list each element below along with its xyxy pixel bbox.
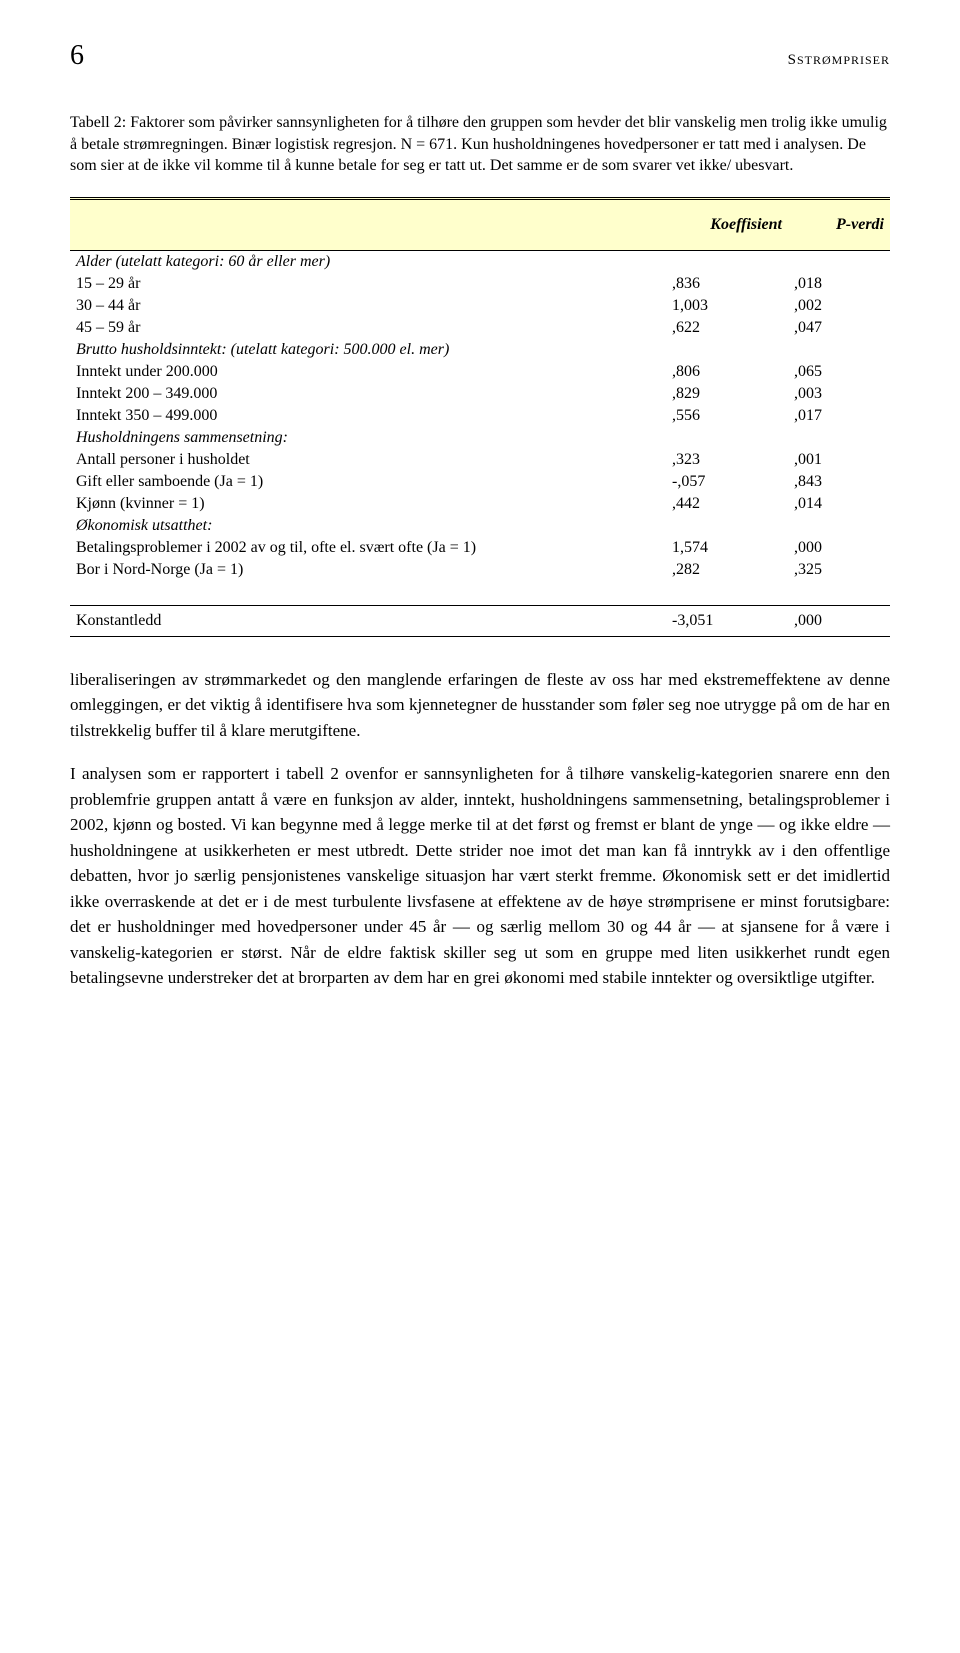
row-label: Antall personer i husholdet xyxy=(70,449,666,471)
table-row: Økonomisk utsatthet: xyxy=(70,515,890,537)
table-row: Inntekt under 200.000,806,065 xyxy=(70,361,890,383)
row-label: Inntekt under 200.000 xyxy=(70,361,666,383)
table-row: Inntekt 350 – 499.000,556,017 xyxy=(70,405,890,427)
table-row: Betalingsproblemer i 2002 av og til, oft… xyxy=(70,537,890,559)
row-coef: ,829 xyxy=(666,383,788,405)
page-number: 6 xyxy=(70,40,84,72)
row-p: ,001 xyxy=(788,449,890,471)
row-p: ,002 xyxy=(788,295,890,317)
page-container: 6 SSTRØMPRISER Tabell 2: Faktorer som på… xyxy=(0,0,960,1069)
table-row: Alder (utelatt kategori: 60 år eller mer… xyxy=(70,250,890,273)
table-caption: Tabell 2: Faktorer som påvirker sannsynl… xyxy=(70,112,890,177)
row-coef: 1,574 xyxy=(666,537,788,559)
row-label: Gift eller samboende (Ja = 1) xyxy=(70,471,666,493)
row-coef: ,622 xyxy=(666,317,788,339)
constant-row: Konstantledd -3,051 ,000 xyxy=(70,605,890,636)
spacer-row xyxy=(70,581,890,606)
row-p: ,017 xyxy=(788,405,890,427)
group-title: Brutto husholdsinntekt: (utelatt kategor… xyxy=(70,339,890,361)
header-blank xyxy=(70,198,666,250)
row-p: ,014 xyxy=(788,493,890,515)
table-row: Husholdningens sammensetning: xyxy=(70,427,890,449)
row-p: ,003 xyxy=(788,383,890,405)
row-label: 45 – 59 år xyxy=(70,317,666,339)
table-row: Inntekt 200 – 349.000,829,003 xyxy=(70,383,890,405)
row-coef: 1,003 xyxy=(666,295,788,317)
table-row: Bor i Nord-Norge (Ja = 1),282,325 xyxy=(70,559,890,581)
row-p: ,843 xyxy=(788,471,890,493)
row-label: Inntekt 350 – 499.000 xyxy=(70,405,666,427)
header-pvalue: P-verdi xyxy=(788,198,890,250)
row-label: Bor i Nord-Norge (Ja = 1) xyxy=(70,559,666,581)
row-label: Kjønn (kvinner = 1) xyxy=(70,493,666,515)
row-coef: ,806 xyxy=(666,361,788,383)
row-coef: ,836 xyxy=(666,273,788,295)
row-coef: ,323 xyxy=(666,449,788,471)
row-p: ,065 xyxy=(788,361,890,383)
row-label: 30 – 44 år xyxy=(70,295,666,317)
row-label: Inntekt 200 – 349.000 xyxy=(70,383,666,405)
table-row: Antall personer i husholdet,323,001 xyxy=(70,449,890,471)
constant-p: ,000 xyxy=(788,605,890,636)
row-p: ,047 xyxy=(788,317,890,339)
constant-label: Konstantledd xyxy=(70,605,666,636)
row-label: 15 – 29 år xyxy=(70,273,666,295)
table-row: Brutto husholdsinntekt: (utelatt kategor… xyxy=(70,339,890,361)
running-head: SSTRØMPRISER xyxy=(788,52,890,69)
table-row: 45 – 59 år,622,047 xyxy=(70,317,890,339)
regression-table: Koeffisient P-verdi Alder (utelatt kateg… xyxy=(70,197,890,637)
row-label: Betalingsproblemer i 2002 av og til, oft… xyxy=(70,537,666,559)
running-head-text: STRØMPRISER xyxy=(797,53,890,67)
row-p: ,325 xyxy=(788,559,890,581)
table-header-row: Koeffisient P-verdi xyxy=(70,198,890,250)
body-paragraph-2: I analysen som er rapportert i tabell 2 … xyxy=(70,761,890,991)
row-coef: -,057 xyxy=(666,471,788,493)
row-coef: ,556 xyxy=(666,405,788,427)
page-header: 6 SSTRØMPRISER xyxy=(70,40,890,72)
table-row: 15 – 29 år,836,018 xyxy=(70,273,890,295)
row-coef: ,442 xyxy=(666,493,788,515)
row-p: ,000 xyxy=(788,537,890,559)
group-title: Økonomisk utsatthet: xyxy=(70,515,890,537)
constant-coef: -3,051 xyxy=(666,605,788,636)
table-row: Kjønn (kvinner = 1),442,014 xyxy=(70,493,890,515)
header-coef: Koeffisient xyxy=(666,198,788,250)
table-row: Gift eller samboende (Ja = 1)-,057,843 xyxy=(70,471,890,493)
row-coef: ,282 xyxy=(666,559,788,581)
row-p: ,018 xyxy=(788,273,890,295)
body-paragraph-1: liberaliseringen av strømmarkedet og den… xyxy=(70,667,890,744)
group-title: Alder (utelatt kategori: 60 år eller mer… xyxy=(70,250,890,273)
group-title: Husholdningens sammensetning: xyxy=(70,427,890,449)
table-row: 30 – 44 år1,003,002 xyxy=(70,295,890,317)
